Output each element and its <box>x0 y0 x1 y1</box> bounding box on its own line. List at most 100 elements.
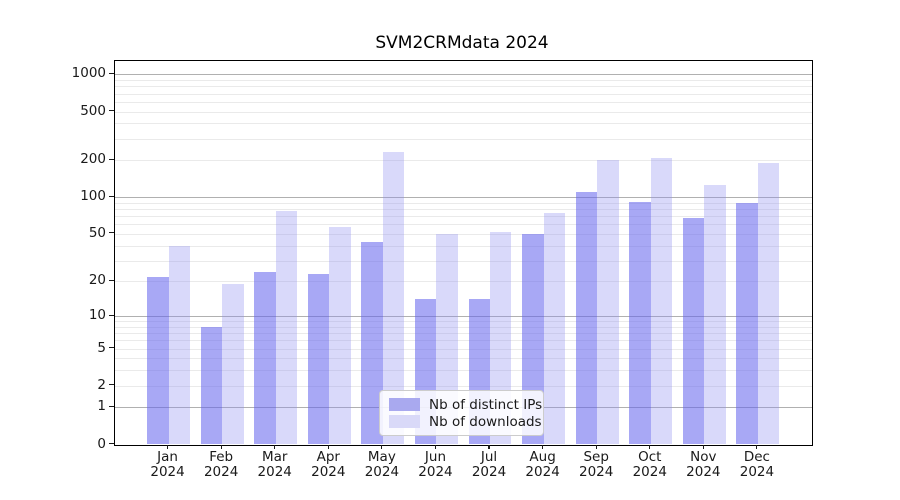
y-tickmark <box>109 405 114 407</box>
bar-downloads-apr <box>329 227 351 445</box>
gridline-minor <box>115 348 812 350</box>
x-tickmark <box>274 444 276 449</box>
gridline-minor <box>115 321 812 323</box>
x-tick-label: Jan 2024 <box>150 448 185 480</box>
gridline-minor <box>115 326 812 328</box>
x-tickmark <box>756 444 758 449</box>
legend: Nb of distinct IPs Nb of downloads <box>379 390 544 436</box>
y-tick-label: 2 <box>97 376 106 393</box>
y-tick-label: 10 <box>88 307 106 324</box>
bar-distinct-ips-nov <box>682 217 705 445</box>
gridline-minor <box>115 123 812 125</box>
x-tick-label: Mar 2024 <box>257 448 292 480</box>
x-tick-label: Dec 2024 <box>739 448 775 480</box>
bar-distinct-ips-apr <box>307 274 330 445</box>
bar-downloads-jan <box>168 245 190 445</box>
y-tickmark <box>109 279 114 281</box>
bar-downloads-mar <box>275 211 298 445</box>
bar-distinct-ips-mar <box>254 272 276 445</box>
gridline-minor <box>115 340 812 342</box>
legend-item: Nb of distinct IPs <box>389 397 542 413</box>
x-tickmark <box>595 444 597 449</box>
gridline-minor <box>115 101 812 103</box>
x-tick-label: Oct 2024 <box>632 448 667 480</box>
legend-swatch-downloads <box>389 415 420 428</box>
bar-distinct-ips-dec <box>736 202 758 445</box>
gridline-minor <box>115 111 812 113</box>
y-tick-label: 200 <box>80 151 106 168</box>
x-tickmark <box>649 444 651 449</box>
y-tickmark <box>109 72 114 74</box>
gridline-minor <box>115 216 812 218</box>
y-tick-label: 1 <box>97 398 106 415</box>
gridline-major <box>115 316 812 318</box>
gridline-minor <box>115 245 812 247</box>
y-tickmark <box>109 109 114 112</box>
y-tick-label: 100 <box>80 188 106 205</box>
x-tick-label: Apr 2024 <box>311 448 346 480</box>
x-tick-label: May 2024 <box>364 448 400 480</box>
bar-downloads-dec <box>757 163 780 445</box>
bar-downloads-aug <box>543 213 566 445</box>
gridline-minor <box>115 333 812 335</box>
x-tickmark <box>702 444 704 449</box>
gridline-minor <box>115 370 812 372</box>
x-tickmark <box>167 444 169 449</box>
x-tickmark <box>542 444 544 449</box>
y-tick-label: 0 <box>97 435 106 452</box>
y-tickmark <box>109 384 114 386</box>
bar-downloads-nov <box>704 185 726 445</box>
y-tickmark <box>109 195 114 197</box>
plot-area <box>114 60 813 446</box>
bar-downloads-may <box>382 151 405 445</box>
x-tick-label: Sep 2024 <box>579 448 614 480</box>
chart-title: SVM2CRMdata 2024 <box>375 33 549 53</box>
legend-label-distinct-ips: Nb of distinct IPs <box>429 396 543 413</box>
x-tick-label: Jul 2024 <box>471 448 507 480</box>
y-tickmark <box>109 232 114 234</box>
x-tickmark <box>434 444 436 449</box>
y-tickmark <box>109 314 114 316</box>
x-tickmark <box>381 444 383 449</box>
gridline-minor <box>115 209 812 211</box>
bar-distinct-ips-sep <box>575 192 598 445</box>
bar-distinct-ips-jan <box>147 276 169 445</box>
gridline-minor <box>115 260 812 262</box>
gridline-minor <box>115 224 812 226</box>
gridline-minor <box>115 138 812 140</box>
bar-distinct-ips-may <box>361 241 383 445</box>
x-tick-label: Feb 2024 <box>203 448 239 480</box>
gridline-minor <box>115 86 812 88</box>
y-tick-label: 500 <box>80 102 106 119</box>
bar-downloads-feb <box>222 284 244 445</box>
legend-swatch-distinct-ips <box>389 398 420 411</box>
gridline-minor <box>115 80 812 82</box>
gridline-major <box>115 197 812 199</box>
x-tick-label: Aug 2024 <box>525 448 560 480</box>
y-tick-label: 20 <box>88 272 106 289</box>
x-tickmark <box>220 444 222 449</box>
y-tick-label: 1000 <box>71 65 106 82</box>
x-tick-label: Jun 2024 <box>418 448 453 480</box>
legend-label-downloads: Nb of downloads <box>429 413 542 430</box>
bar-downloads-sep <box>597 160 619 445</box>
legend-item: Nb of downloads <box>389 414 542 430</box>
gridline-minor <box>115 160 812 162</box>
bar-downloads-oct <box>650 157 673 445</box>
bar-distinct-ips-oct <box>629 201 651 445</box>
gridline-major <box>115 74 812 76</box>
y-tick-label: 50 <box>88 224 106 241</box>
x-tick-label: Nov 2024 <box>686 448 721 480</box>
y-tickmark <box>109 442 114 445</box>
y-tickmark <box>109 158 114 160</box>
y-tickmark <box>109 346 114 349</box>
gridline-minor <box>115 93 812 95</box>
x-tickmark <box>488 444 490 449</box>
y-tick-label: 5 <box>97 339 106 356</box>
gridline-minor <box>115 385 812 387</box>
bar-distinct-ips-feb <box>200 326 223 445</box>
gridline-minor <box>115 202 812 204</box>
x-tickmark <box>327 444 329 449</box>
gridline-minor <box>115 281 812 283</box>
